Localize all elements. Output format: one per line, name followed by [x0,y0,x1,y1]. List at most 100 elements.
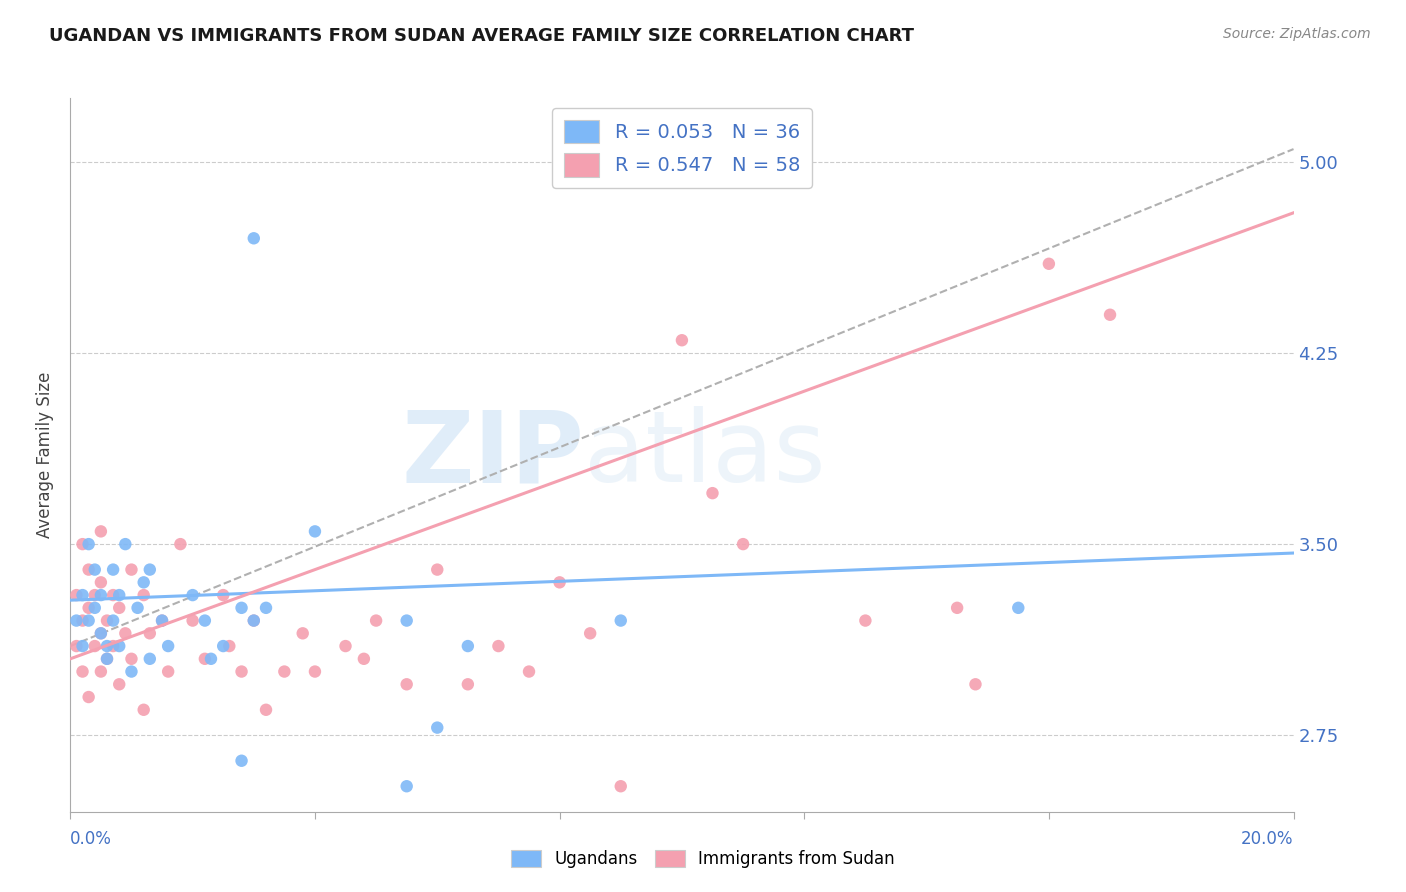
Point [72,588,94,602]
Point [121,665,143,679]
Point [243,231,266,245]
Point [157,665,180,679]
Point [101,563,124,577]
Point [395,677,418,691]
Point [855,614,877,628]
Point [426,563,449,577]
Point [83,639,105,653]
Point [395,614,418,628]
Point [72,614,94,628]
Point [132,703,155,717]
Y-axis label: Average Family Size: Average Family Size [37,372,55,538]
Point [77,600,100,615]
Point [610,614,633,628]
Point [181,614,204,628]
Point [254,600,277,615]
Point [946,600,969,615]
Point [83,588,105,602]
Point [65,588,87,602]
Point [426,721,449,735]
Point [65,614,87,628]
Text: 0.0%: 0.0% [70,830,112,847]
Point [579,626,602,640]
Point [150,614,173,628]
Point [304,524,326,539]
Point [254,703,277,717]
Text: atlas: atlas [583,407,825,503]
Point [90,665,112,679]
Point [335,639,357,653]
Point [77,614,100,628]
Point [150,614,173,628]
Point [114,626,136,640]
Point [243,614,266,628]
Point [96,652,118,666]
Point [157,639,180,653]
Point [101,614,124,628]
Point [488,639,510,653]
Point [671,333,693,347]
Point [90,524,112,539]
Point [243,614,266,628]
Point [101,588,124,602]
Legend: R = 0.053   N = 36, R = 0.547   N = 58: R = 0.053 N = 36, R = 0.547 N = 58 [553,108,811,188]
Point [108,639,131,653]
Point [231,754,253,768]
Point [457,677,479,691]
Point [108,600,131,615]
Point [132,575,155,590]
Point [96,614,118,628]
Point [121,563,143,577]
Point [548,575,571,590]
Point [121,652,143,666]
Point [702,486,724,500]
Point [610,779,633,793]
Point [212,639,235,653]
Point [83,563,105,577]
Point [1099,308,1122,322]
Point [304,665,326,679]
Point [90,626,112,640]
Point [139,652,162,666]
Point [114,537,136,551]
Point [101,639,124,653]
Point [194,614,217,628]
Text: ZIP: ZIP [401,407,583,503]
Point [77,563,100,577]
Point [194,652,217,666]
Point [200,652,222,666]
Point [139,563,162,577]
Point [218,639,240,653]
Point [965,677,987,691]
Point [132,588,155,602]
Point [90,575,112,590]
Point [395,779,418,793]
Point [231,600,253,615]
Point [77,537,100,551]
Point [96,639,118,653]
Point [72,537,94,551]
Text: UGANDAN VS IMMIGRANTS FROM SUDAN AVERAGE FAMILY SIZE CORRELATION CHART: UGANDAN VS IMMIGRANTS FROM SUDAN AVERAGE… [49,27,914,45]
Point [169,537,191,551]
Point [108,677,131,691]
Point [181,588,204,602]
Point [733,537,755,551]
Legend: Ugandans, Immigrants from Sudan: Ugandans, Immigrants from Sudan [505,843,901,875]
Point [90,626,112,640]
Point [212,588,235,602]
Point [77,690,100,704]
Point [127,600,149,615]
Point [366,614,388,628]
Point [273,665,295,679]
Point [1038,257,1060,271]
Point [517,665,540,679]
Point [108,588,131,602]
Point [96,652,118,666]
Point [65,639,87,653]
Point [291,626,314,640]
Point [83,600,105,615]
Text: 20.0%: 20.0% [1241,830,1294,847]
Point [353,652,375,666]
Text: Source: ZipAtlas.com: Source: ZipAtlas.com [1223,27,1371,41]
Point [90,588,112,602]
